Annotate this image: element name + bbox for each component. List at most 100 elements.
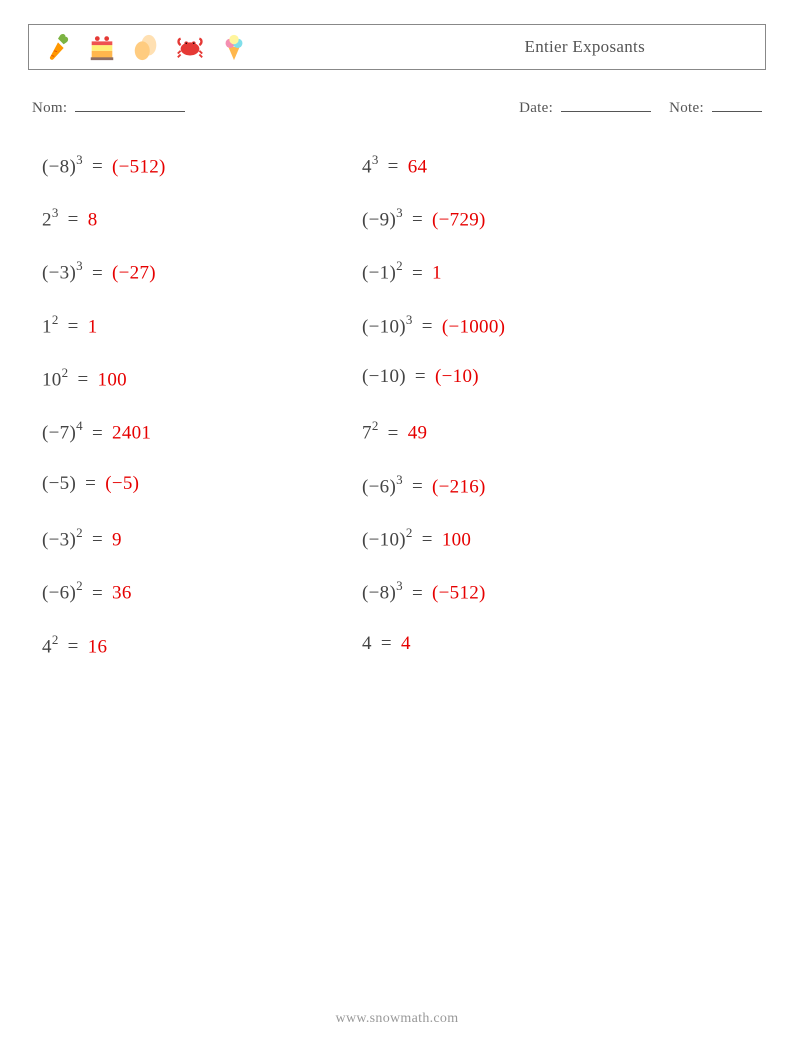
problem: (−10)3 = (−1000) <box>362 313 682 338</box>
problem: (−3)3 = (−27) <box>42 259 362 284</box>
problem-base: (−6) <box>362 476 396 497</box>
problem-base: (−5) <box>42 473 76 494</box>
problem-base: (−10) <box>362 316 406 337</box>
equals-sign: = <box>407 583 428 604</box>
problem-base: 4 <box>362 156 372 177</box>
problem-answer: 36 <box>112 583 132 604</box>
date-label: Date: <box>519 100 553 116</box>
problem-exponent: 2 <box>406 525 413 540</box>
problem-base: (−10) <box>362 529 406 550</box>
problem-exponent: 3 <box>372 152 379 167</box>
footer-url: www.snowmath.com <box>0 1011 794 1027</box>
name-blank <box>75 96 185 112</box>
problem: 102 = 100 <box>42 366 362 391</box>
problem-exponent: 2 <box>372 418 379 433</box>
problem: (−5) = (−5) <box>42 473 362 498</box>
problem: 72 = 49 <box>362 419 682 444</box>
problem-base: (−9) <box>362 209 396 230</box>
equals-sign: = <box>87 263 108 284</box>
icecream-icon <box>219 32 249 62</box>
equals-sign: = <box>63 316 84 337</box>
equals-sign: = <box>417 316 438 337</box>
problem-answer: 100 <box>442 529 471 550</box>
problem-exponent: 2 <box>62 365 69 380</box>
score-blank <box>712 96 762 112</box>
problem-exponent: 3 <box>396 578 403 593</box>
problem: (−10)2 = 100 <box>362 526 682 551</box>
problem-base: (−1) <box>362 263 396 284</box>
problem-answer: (−729) <box>432 209 486 230</box>
equals-sign: = <box>417 529 438 550</box>
equals-sign: = <box>87 156 108 177</box>
problem-base: (−8) <box>42 156 76 177</box>
problem: (−7)4 = 2401 <box>42 419 362 444</box>
problem-answer: (−10) <box>435 366 479 387</box>
equals-sign: = <box>63 636 84 657</box>
problem-answer: (−1000) <box>442 316 505 337</box>
crab-icon <box>175 32 205 62</box>
problem-base: 4 <box>362 633 372 654</box>
equals-sign: = <box>407 476 428 497</box>
equals-sign: = <box>87 583 108 604</box>
problem-base: 2 <box>42 209 52 230</box>
equals-sign: = <box>410 366 431 387</box>
problem-answer: 8 <box>88 209 98 230</box>
problem: 12 = 1 <box>42 313 362 338</box>
name-field: Nom: <box>32 96 185 117</box>
equals-sign: = <box>72 369 93 390</box>
equals-sign: = <box>376 633 397 654</box>
equals-sign: = <box>87 529 108 550</box>
problem: 42 = 16 <box>42 633 362 658</box>
problem-answer: 4 <box>401 633 411 654</box>
problem-base: 7 <box>362 423 372 444</box>
problem-answer: 64 <box>408 156 428 177</box>
problem-answer: (−512) <box>432 583 486 604</box>
problem-answer: 1 <box>88 316 98 337</box>
problem-base: 4 <box>42 636 52 657</box>
problem-exponent: 3 <box>76 152 83 167</box>
date-field: Date: <box>519 96 651 117</box>
carrot-icon <box>43 32 73 62</box>
problem-base: (−3) <box>42 529 76 550</box>
problem: (−10) = (−10) <box>362 366 682 391</box>
equals-sign: = <box>383 156 404 177</box>
equals-sign: = <box>383 423 404 444</box>
problem-base: 1 <box>42 316 52 337</box>
problem-answer: (−216) <box>432 476 486 497</box>
score-field: Note: <box>669 96 762 117</box>
problem: (−3)2 = 9 <box>42 526 362 551</box>
problem: (−9)3 = (−729) <box>362 206 682 231</box>
equals-sign: = <box>80 473 101 494</box>
problem-base: (−6) <box>42 583 76 604</box>
problem-exponent: 3 <box>76 258 83 273</box>
problem-exponent: 3 <box>52 205 59 220</box>
problem-exponent: 2 <box>52 632 59 647</box>
equals-sign: = <box>407 263 428 284</box>
problem-base: (−3) <box>42 263 76 284</box>
header: Entier Exposants <box>28 24 766 70</box>
problem: 43 = 64 <box>362 153 682 178</box>
cake-icon <box>87 32 117 62</box>
name-label: Nom: <box>32 100 67 116</box>
problem: 23 = 8 <box>42 206 362 231</box>
problem-answer: 16 <box>88 636 108 657</box>
problem-answer: (−512) <box>112 156 166 177</box>
problem-exponent: 2 <box>52 312 59 327</box>
header-icons <box>43 32 249 62</box>
equals-sign: = <box>87 423 108 444</box>
problem: (−1)2 = 1 <box>362 259 682 284</box>
problem-answer: 49 <box>408 423 428 444</box>
equals-sign: = <box>63 209 84 230</box>
problems-grid: (−8)3 = (−512)43 = 6423 = 8(−9)3 = (−729… <box>28 153 766 658</box>
score-label: Note: <box>669 100 704 116</box>
problem-answer: 100 <box>98 369 127 390</box>
egg-icon <box>131 32 161 62</box>
problem-base: (−10) <box>362 366 406 387</box>
problem-answer: 9 <box>112 529 122 550</box>
worksheet-title: Entier Exposants <box>525 37 645 57</box>
problem-answer: 1 <box>432 263 442 284</box>
problem: (−6)3 = (−216) <box>362 473 682 498</box>
problem-exponent: 2 <box>76 578 83 593</box>
equals-sign: = <box>407 209 428 230</box>
date-blank <box>561 96 651 112</box>
